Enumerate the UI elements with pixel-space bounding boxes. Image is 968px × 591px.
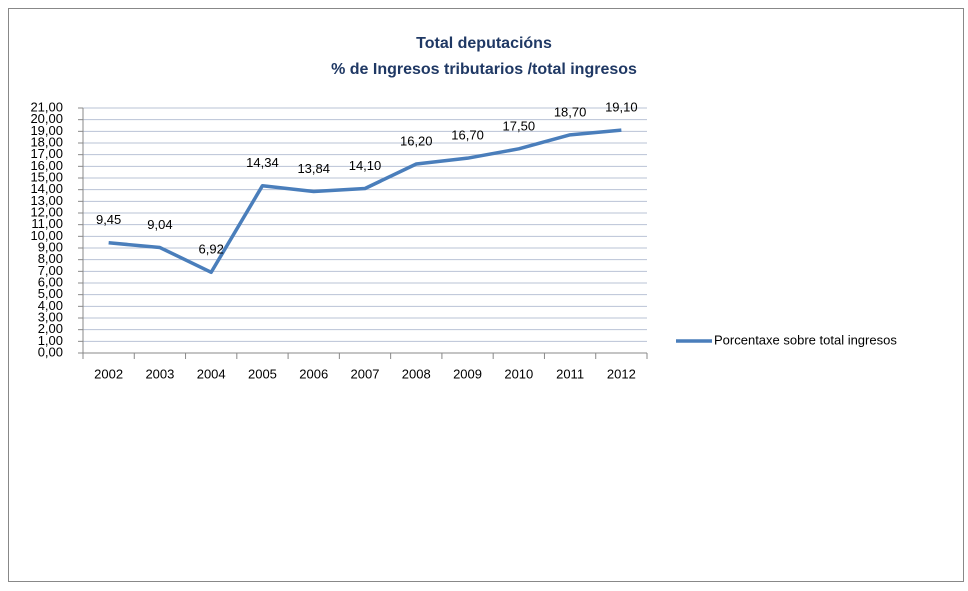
- y-tick-label: 13,00: [30, 193, 63, 208]
- data-label: 18,70: [554, 104, 587, 119]
- y-tick-label: 12,00: [30, 204, 63, 219]
- y-tick-label: 6,00: [38, 274, 63, 289]
- data-label: 9,45: [96, 212, 121, 227]
- data-label: 16,70: [451, 128, 484, 143]
- y-tick-label: 5,00: [38, 286, 63, 301]
- y-tick-label: 4,00: [38, 298, 63, 313]
- y-tick-label: 17,00: [30, 146, 63, 161]
- y-tick-label: 3,00: [38, 309, 63, 324]
- data-label: 14,34: [246, 155, 279, 170]
- data-label: 6,92: [199, 242, 224, 257]
- y-tick-label: 9,00: [38, 239, 63, 254]
- y-tick-label: 8,00: [38, 251, 63, 266]
- x-tick-label: 2005: [248, 366, 277, 381]
- y-tick-label: 0,00: [38, 344, 63, 359]
- data-label: 14,10: [349, 158, 382, 173]
- data-label: 9,04: [147, 217, 172, 232]
- chart-subtitle: % de Ingresos tributarios /total ingreso…: [331, 61, 637, 78]
- x-tick-label: 2008: [402, 366, 431, 381]
- x-tick-label: 2002: [94, 366, 123, 381]
- x-tick-label: 2011: [556, 366, 584, 381]
- series-line: [108, 128, 622, 275]
- y-tick-label: 15,00: [30, 169, 63, 184]
- data-label: 17,50: [503, 118, 536, 133]
- y-tick-label: 18,00: [30, 134, 63, 149]
- x-tick-label: 2007: [351, 366, 380, 381]
- y-tick-label: 10,00: [30, 228, 63, 243]
- x-tick-label: 2004: [197, 366, 226, 381]
- y-tick-label: 21,00: [30, 99, 63, 114]
- y-tick-label: 7,00: [38, 263, 63, 278]
- x-tick-label: 2003: [145, 366, 174, 381]
- data-label: 13,84: [297, 161, 330, 176]
- legend-label: Porcentaxe sobre total ingresos: [714, 332, 897, 347]
- x-tick-label: 2009: [453, 366, 482, 381]
- chart-title: Total deputacións: [416, 35, 552, 52]
- x-tick-label: 2010: [504, 366, 533, 381]
- x-tick-label: 2012: [607, 366, 636, 381]
- y-tick-label: 14,00: [30, 181, 63, 196]
- y-tick-label: 20,00: [30, 111, 63, 126]
- data-label: 16,20: [400, 133, 433, 148]
- data-label: 19,10: [605, 100, 638, 115]
- y-tick-label: 19,00: [30, 123, 63, 138]
- x-tick-label: 2006: [299, 366, 328, 381]
- y-tick-label: 1,00: [38, 333, 63, 348]
- y-tick-label: 2,00: [38, 321, 63, 336]
- y-tick-label: 11,00: [31, 216, 63, 231]
- y-tick-label: 16,00: [30, 158, 63, 173]
